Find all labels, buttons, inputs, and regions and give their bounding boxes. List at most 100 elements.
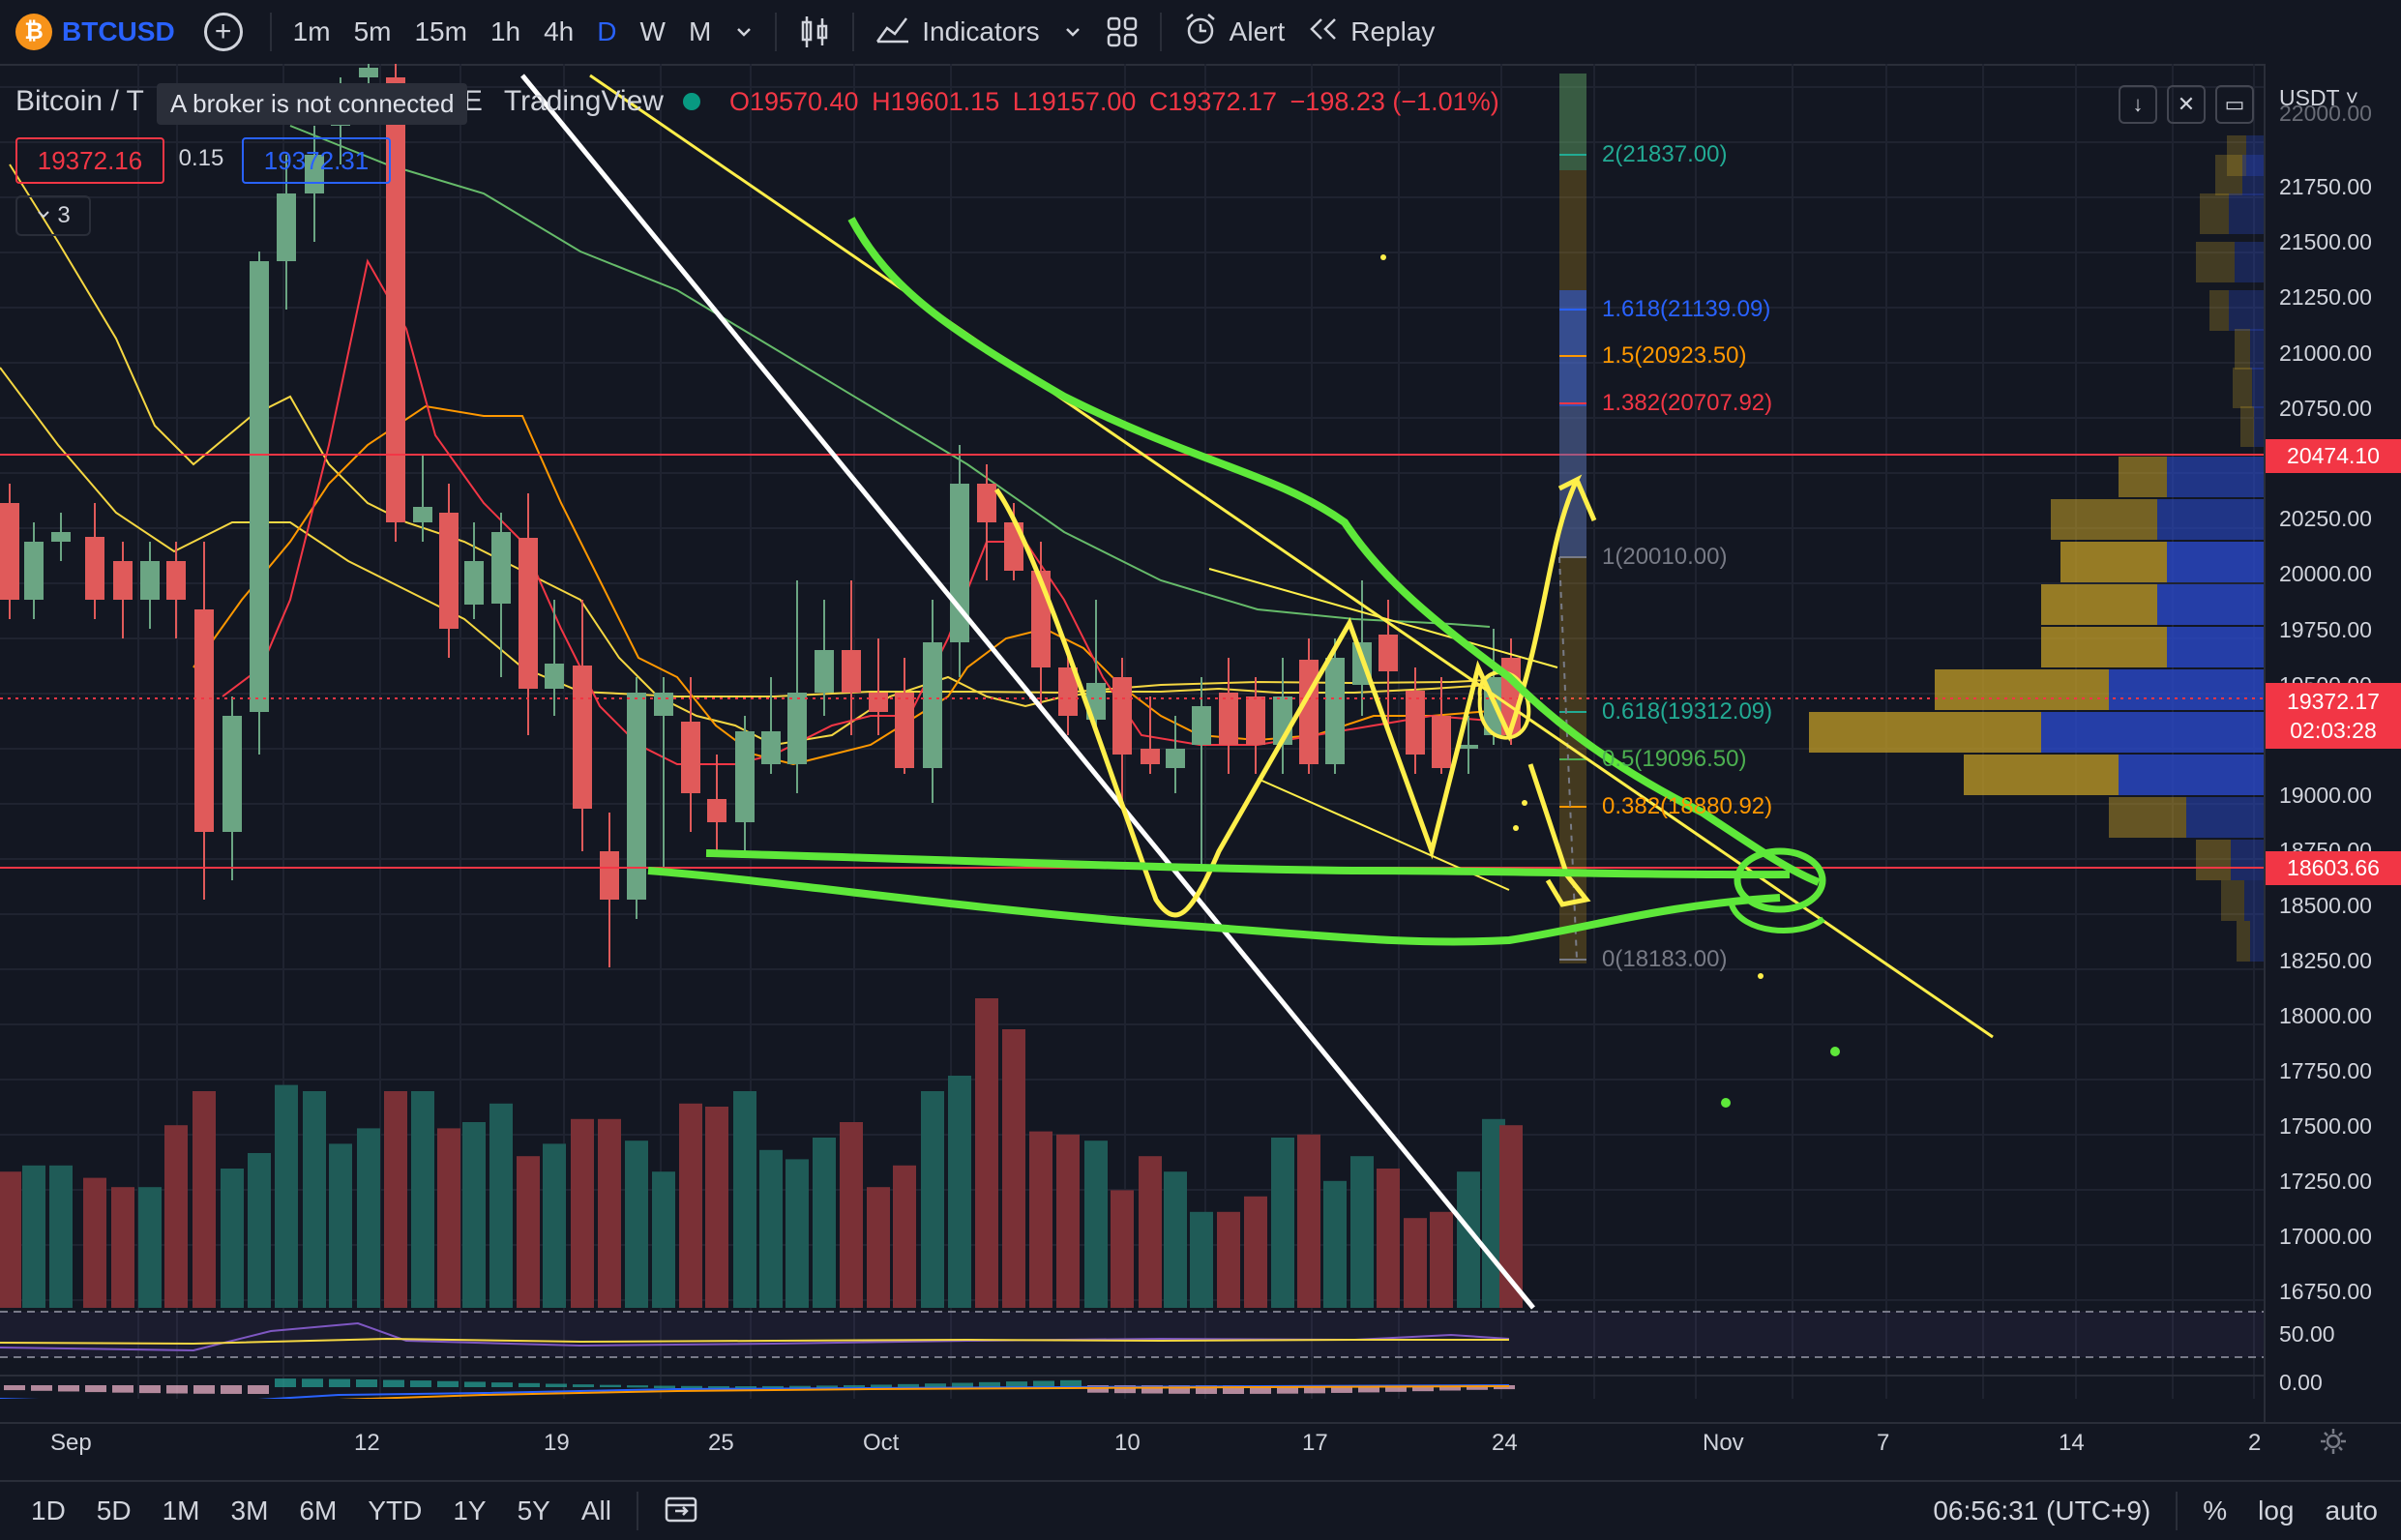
volume-profile-down (2041, 627, 2167, 667)
interval-15m[interactable]: 15m (414, 16, 467, 46)
macd-bar (789, 1385, 811, 1389)
macd-bar (1439, 1385, 1461, 1391)
volume-profile-up (2252, 368, 2264, 408)
volume-bar (733, 1091, 756, 1308)
volume-profile-down (2209, 290, 2229, 331)
interval-w[interactable]: W (639, 16, 666, 46)
fullscreen-icon[interactable]: ▭ (2215, 85, 2254, 124)
volume-bar (625, 1140, 648, 1308)
range-6m[interactable]: 6M (299, 1496, 338, 1525)
low-value: L19157.00 (1012, 86, 1137, 116)
yellow-zigzag (993, 474, 1597, 918)
volume-bar (1377, 1169, 1400, 1308)
range-all[interactable]: All (580, 1496, 611, 1525)
volume-bar (948, 1076, 971, 1308)
calendar-goto-icon[interactable] (648, 1493, 714, 1530)
range-ytd[interactable]: YTD (368, 1496, 423, 1525)
candle-body (222, 716, 242, 832)
macd-bar (654, 1385, 675, 1389)
candles-icon[interactable] (786, 0, 843, 64)
range-3m[interactable]: 3M (230, 1496, 269, 1525)
interval-d[interactable]: D (597, 16, 617, 46)
volume-profile-down (2041, 584, 2157, 625)
time-label-25: 25 (708, 1430, 734, 1456)
macd-bar (1006, 1381, 1027, 1387)
symbol-title[interactable]: Bitcoin / T (15, 85, 144, 117)
macd-bar (1467, 1385, 1488, 1390)
volume-profile-up (2167, 457, 2264, 497)
range-1y[interactable]: 1Y (453, 1496, 487, 1525)
replay-button[interactable]: Replay (1296, 0, 1446, 64)
candle-body (1246, 696, 1265, 745)
range-5y[interactable]: 5Y (517, 1496, 550, 1525)
green-circle (1734, 847, 1826, 913)
interval-4h[interactable]: 4h (544, 16, 575, 46)
alert-button[interactable]: Alert (1171, 0, 1297, 64)
volume-profile-down (2109, 797, 2186, 838)
volume-bar (1297, 1134, 1320, 1308)
osc-yellow (0, 1337, 1509, 1346)
range-1m[interactable]: 1M (162, 1496, 200, 1525)
volume-bar (0, 1171, 21, 1308)
candle-body (1058, 667, 1078, 716)
time-label-14: 14 (2059, 1430, 2085, 1456)
fib-label-05: 0.5(19096.50) (1602, 746, 1747, 772)
volume-bar (921, 1091, 944, 1308)
annotation-dot (1721, 1098, 1731, 1108)
collapse-icon[interactable]: ✕ (2167, 85, 2206, 124)
sell-price-button[interactable]: 19372.16 (15, 137, 164, 184)
layouts-icon[interactable] (1094, 0, 1150, 64)
macd-bar (302, 1378, 323, 1387)
macd-bar (1412, 1385, 1434, 1392)
percent-scale-toggle[interactable]: % (2203, 1496, 2228, 1525)
interval-5m[interactable]: 5m (353, 16, 392, 46)
interval-1m[interactable]: 1m (292, 16, 331, 46)
time-label-7: 7 (1877, 1430, 1890, 1456)
candle-body (654, 693, 673, 716)
collapse-indicators-button[interactable]: 3 (15, 195, 91, 236)
clock-timezone[interactable]: 06:56:31 (UTC+9) (1933, 1496, 2151, 1525)
candle-body (1459, 745, 1478, 749)
price-axis-label: 17250.00 (2279, 1169, 2372, 1194)
alert-label: Alert (1229, 16, 1286, 46)
chevron-down-icon[interactable] (1052, 0, 1094, 64)
price-axis-label: 21000.00 (2279, 341, 2372, 366)
currency-selector[interactable]: USDT ˅ (2279, 85, 2358, 111)
green-circle-tail (1729, 903, 1825, 933)
symbol-search[interactable]: BTCUSD (62, 16, 175, 46)
download-icon[interactable]: ↓ (2119, 85, 2157, 124)
interval-1h[interactable]: 1h (489, 16, 521, 46)
volume-bar (1164, 1171, 1187, 1308)
range-1d[interactable]: 1D (31, 1496, 66, 1525)
volume-bar (543, 1143, 566, 1308)
time-label-17: 17 (1302, 1430, 1328, 1456)
price-chart[interactable] (0, 64, 2264, 1399)
range-5d[interactable]: 5D (96, 1496, 132, 1525)
macd-bar (600, 1384, 621, 1387)
buy-price-button[interactable]: 19372.31 (242, 137, 391, 184)
volume-bar (49, 1165, 73, 1308)
volume-profile-up (2167, 627, 2264, 667)
time-label-10: 10 (1114, 1430, 1141, 1456)
macd-bar (1358, 1385, 1379, 1393)
chevron-down-icon[interactable] (723, 0, 765, 64)
log-scale-toggle[interactable]: log (2258, 1496, 2295, 1525)
time-axis[interactable] (0, 1422, 2401, 1465)
volume-profile-down (2215, 155, 2242, 195)
volume-bar (840, 1122, 863, 1308)
candle-body (1378, 635, 1398, 671)
plus-icon[interactable]: + (203, 13, 243, 51)
indicators-button[interactable]: Indicators (864, 0, 1051, 64)
volume-bar (411, 1091, 434, 1308)
volume-profile-up (2041, 712, 2264, 753)
volume-profile-up (2157, 499, 2264, 540)
osc-label-0: 0.00 (2279, 1370, 2323, 1395)
settings-gear-icon[interactable] (2318, 1426, 2349, 1464)
ma-green (289, 125, 1491, 628)
interval-m[interactable]: M (688, 16, 712, 46)
divider (269, 13, 272, 51)
volume-profile (1809, 135, 2264, 962)
volume-bar (164, 1125, 188, 1308)
auto-scale-toggle[interactable]: auto (2325, 1496, 2379, 1525)
macd-bar (925, 1383, 946, 1387)
